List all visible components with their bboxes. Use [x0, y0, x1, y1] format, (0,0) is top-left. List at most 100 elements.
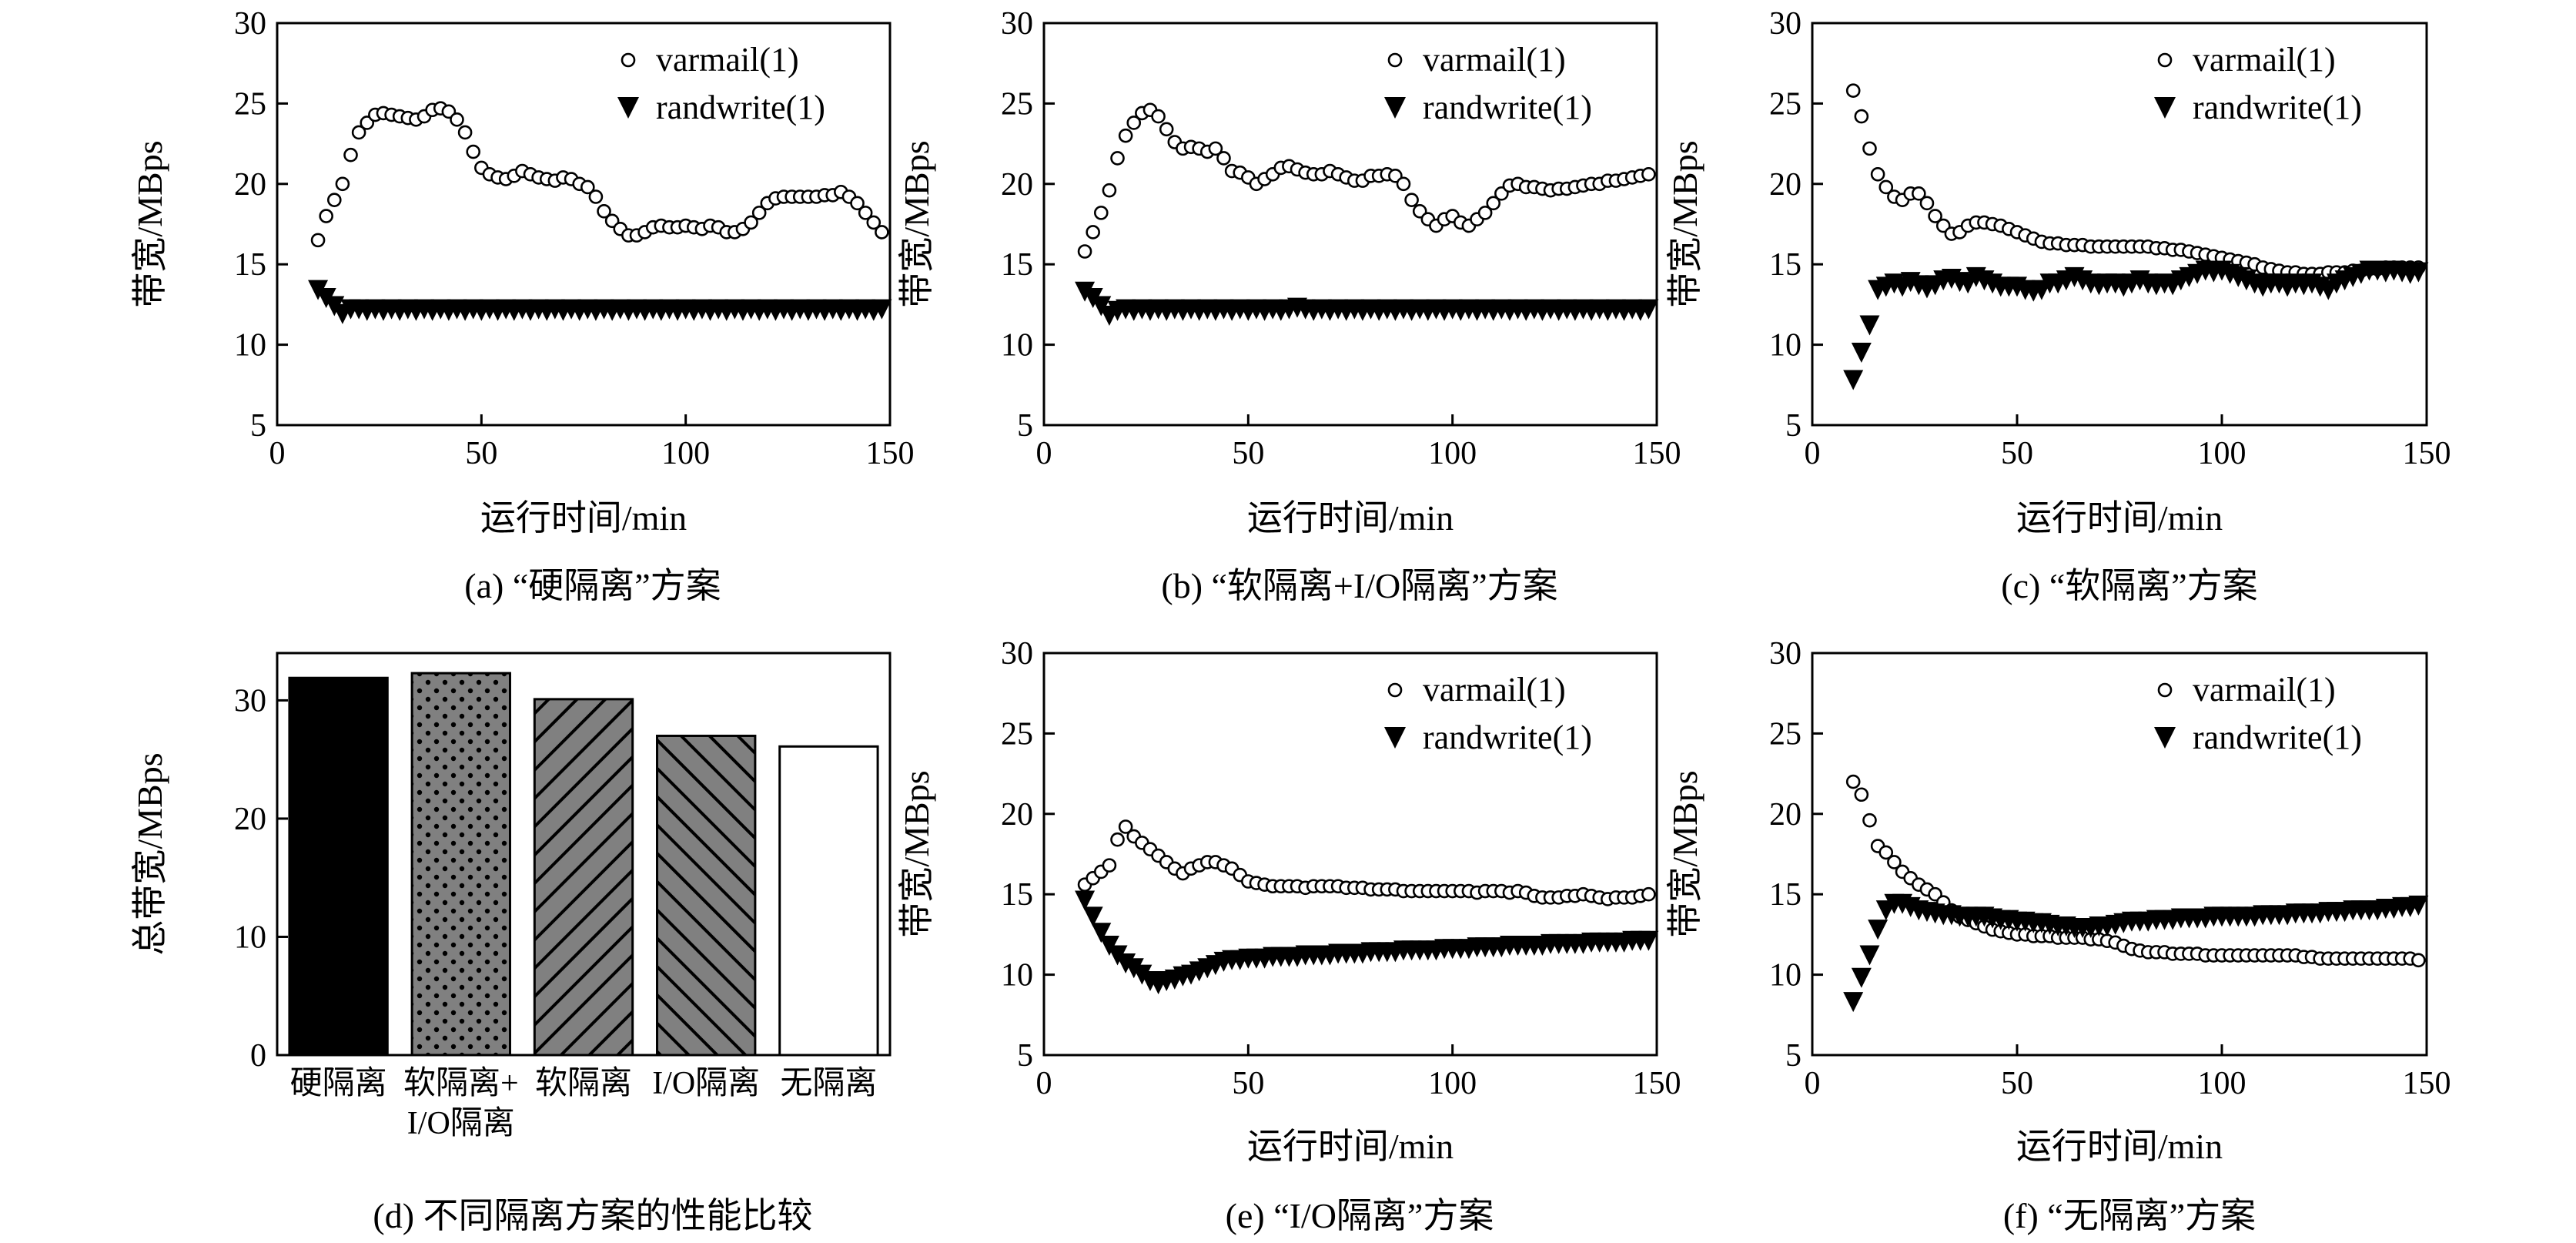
category-label: I/O隔离: [407, 1105, 515, 1141]
panel-d-caption: (d) 不同隔离方案的性能比较: [373, 1196, 812, 1235]
data-point: [1845, 83, 1861, 98]
panel-b-x-axis-label: 运行时间/min: [1247, 498, 1454, 538]
data-point: [1151, 109, 1166, 124]
data-point: [1082, 906, 1103, 927]
panel-a-chart: 5 10 15 20 25 30 0 50 100 150 varmail(1) randwrite(…: [130, 6, 915, 605]
legend-label: varmail(1): [1423, 41, 1566, 79]
legend-circle-marker: [2157, 52, 2173, 68]
data-point: [1854, 787, 1869, 802]
data-point: [1843, 992, 1864, 1013]
data-point: [343, 147, 358, 162]
data-point: [588, 189, 604, 204]
y-tick-label: 25: [1001, 716, 1033, 752]
data-point: [1887, 855, 1902, 869]
panel-b-caption: (b) “软隔离+I/O隔离”方案: [1161, 566, 1557, 605]
x-tick-label: 50: [1232, 436, 1264, 471]
data-point: [1912, 186, 1926, 201]
data-point: [1102, 858, 1117, 873]
y-tick-label: 15: [1001, 247, 1033, 283]
data-point: [1862, 141, 1877, 156]
panel-c-plot-area: 5 10 15 20 25 30 0 50 100 150 varmail(1) randwrite(…: [1769, 6, 2451, 471]
y-tick-label: 25: [1769, 86, 1802, 122]
legend-label: randwrite(1): [2193, 89, 2362, 126]
panel-c-x-axis-label: 运行时间/min: [2016, 498, 2223, 538]
series-randwrite: [1843, 893, 2429, 1013]
y-tick-label: 10: [1001, 958, 1033, 993]
data-point: [871, 299, 892, 320]
data-point: [744, 215, 758, 230]
data-point: [1477, 206, 1493, 220]
y-tick-label: 15: [234, 247, 266, 283]
data-point: [866, 215, 882, 230]
y-tick-label: 15: [1769, 247, 1802, 283]
bar: [533, 698, 634, 1057]
x-tick-label: 0: [1805, 436, 1821, 471]
x-tick-label: 50: [2001, 1066, 2033, 1101]
legend: varmail(1) randwrite(1): [2154, 671, 2362, 756]
panel-c-chart: 5 10 15 20 25 30 0 50 100 150 varmail(1) randwrite(…: [1665, 6, 2451, 605]
panel-f-plot-area: 5 10 15 20 25 30 0 50 100 150 varmail(1) randwrite(…: [1769, 636, 2451, 1101]
x-tick-label: 0: [1036, 1066, 1052, 1101]
y-tick-label: 5: [250, 408, 266, 444]
y-tick-label: 30: [1769, 636, 1802, 672]
data-point: [1118, 128, 1133, 143]
panel-e-chart: 5 10 15 20 25 30 0 50 100 150 varmail(1) randwrite(…: [897, 636, 1681, 1235]
data-point: [1878, 845, 1894, 860]
x-tick-label: 150: [866, 436, 915, 471]
data-point: [1486, 196, 1501, 211]
legend: varmail(1) randwrite(1): [1384, 671, 1592, 756]
y-tick-label: 30: [1001, 6, 1033, 42]
series-randwrite: [1075, 890, 1659, 995]
category-label: 软隔离+: [403, 1065, 519, 1101]
data-point: [751, 206, 767, 220]
x-tick-label: 100: [1428, 436, 1477, 471]
panel-b-chart: 5 10 15 20 25 30 0 50 100 150 varmail(1) randwrite(…: [897, 6, 1681, 605]
bar: [410, 672, 511, 1057]
data-point: [875, 225, 889, 240]
series-varmail: [1077, 819, 1656, 906]
panel-a-x-axis-label: 运行时间/min: [480, 498, 687, 538]
panel-e-plot-area: 5 10 15 20 25 30 0 50 100 150 varmail(1) randwrite(…: [1001, 636, 1681, 1101]
panel-a-frame: [276, 22, 892, 427]
panel-d-y-axis-label: 总带宽/MBps: [130, 752, 169, 955]
y-tick-label: 30: [1001, 636, 1033, 672]
bar: [656, 734, 757, 1057]
data-point: [597, 203, 611, 219]
data-point: [1878, 179, 1894, 195]
x-tick-label: 100: [2198, 436, 2246, 471]
data-point: [1845, 774, 1861, 789]
category-label: 软隔离: [535, 1065, 632, 1101]
data-point: [1641, 886, 1656, 902]
data-point: [1404, 193, 1419, 207]
legend: varmail(1) randwrite(1): [1384, 41, 1592, 126]
y-tick-label: 5: [1785, 408, 1802, 444]
category-label: 无隔离: [780, 1065, 877, 1101]
y-tick-label: 5: [1785, 1038, 1802, 1074]
data-point: [2408, 895, 2429, 916]
x-tick-label: 100: [661, 436, 710, 471]
x-tick-label: 100: [2198, 1066, 2246, 1101]
y-tick-label: 5: [1017, 408, 1033, 444]
y-tick-label: 30: [1769, 6, 1802, 42]
data-point: [457, 125, 473, 140]
data-point: [1075, 890, 1096, 911]
data-point: [1118, 819, 1133, 834]
x-tick-label: 150: [1633, 436, 1681, 471]
category-label: I/O隔离: [652, 1065, 760, 1101]
category-label: 硬隔离: [290, 1065, 387, 1101]
data-point: [1638, 930, 1659, 951]
panel-b-y-axis-label: 带宽/MBps: [897, 140, 936, 307]
data-point: [1870, 166, 1885, 182]
data-point: [850, 196, 865, 211]
x-tick-label: 0: [1805, 1066, 1821, 1101]
y-tick-label: 20: [1769, 167, 1802, 203]
panel-e-x-axis-label: 运行时间/min: [1247, 1127, 1454, 1166]
legend-circle-marker: [1387, 52, 1403, 68]
x-tick-label: 50: [2001, 436, 2033, 471]
x-tick-label: 150: [1633, 1066, 1681, 1101]
legend: varmail(1) randwrite(1): [617, 41, 825, 126]
legend-label: randwrite(1): [1423, 719, 1592, 756]
x-tick-label: 150: [2403, 436, 2451, 471]
y-tick-label: 30: [234, 6, 266, 42]
